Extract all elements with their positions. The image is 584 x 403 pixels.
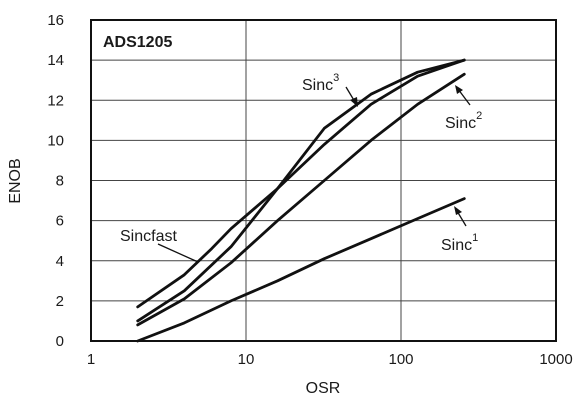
series-line-sinc3 xyxy=(136,58,466,323)
series-label-sincfast-name: Sincfast xyxy=(120,228,177,245)
series-line-sinc1 xyxy=(136,197,466,343)
x-tick-label: 100 xyxy=(388,351,413,368)
series-label-sinc1: Sinc1 xyxy=(441,232,478,254)
y-tick-label: 10 xyxy=(47,132,64,149)
plot-frame xyxy=(90,19,557,342)
pointer-sinc2 xyxy=(455,85,471,106)
series-label-sinc2-name: Sinc xyxy=(445,115,476,132)
series-label-sinc3: Sinc3 xyxy=(302,72,339,94)
y-tick-label: 12 xyxy=(47,92,64,109)
x-tick-label: 10 xyxy=(238,351,255,368)
series-label-sinc1-name: Sinc xyxy=(441,237,472,254)
series-label-sinc1-order: 1 xyxy=(472,232,478,244)
y-tick-label: 2 xyxy=(56,293,64,310)
series-label-sincfast: Sincfast xyxy=(120,228,177,245)
pointer-sinc3 xyxy=(345,86,358,107)
pointer-sincfast xyxy=(157,243,199,263)
series-label-sinc2: Sinc2 xyxy=(445,110,482,132)
y-axis-label: ENOB xyxy=(7,158,24,203)
y-tick-label: 14 xyxy=(47,52,64,69)
x-tick-label: 1000 xyxy=(539,351,572,368)
series-label-sinc2-order: 2 xyxy=(476,110,482,122)
series-line-sincfast xyxy=(136,58,466,309)
series-label-sinc3-order: 3 xyxy=(333,72,339,84)
series-lines xyxy=(136,58,466,343)
y-tick-label: 4 xyxy=(56,253,64,270)
y-tick-label: 0 xyxy=(56,333,64,350)
x-tick-label: 1 xyxy=(87,351,95,368)
y-tick-label: 16 xyxy=(47,12,64,29)
title-background xyxy=(93,22,167,56)
chart-title: ADS1205 xyxy=(103,34,172,51)
x-axis-label: OSR xyxy=(306,380,341,397)
title-box: ADS1205 xyxy=(93,22,172,56)
series-label-sinc3-name: Sinc xyxy=(302,77,333,94)
y-tick-label: 6 xyxy=(56,213,64,230)
series-line-sinc2 xyxy=(136,72,466,327)
pointer-sinc1 xyxy=(454,206,467,227)
y-tick-label: 8 xyxy=(56,173,64,190)
